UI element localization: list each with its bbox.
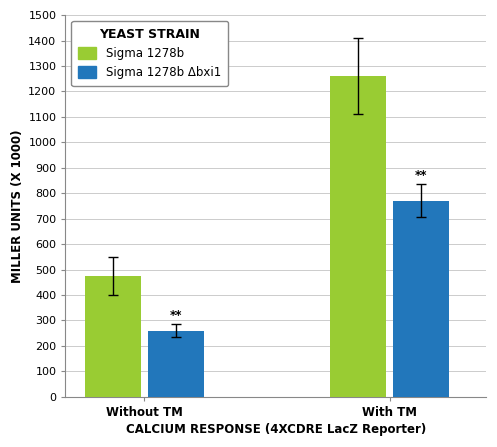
Text: **: ** bbox=[415, 169, 427, 182]
Legend: Sigma 1278b, Sigma 1278b Δbxi1: Sigma 1278b, Sigma 1278b Δbxi1 bbox=[72, 21, 228, 86]
X-axis label: CALCIUM RESPONSE (4XCDRE LacZ Reporter): CALCIUM RESPONSE (4XCDRE LacZ Reporter) bbox=[126, 423, 426, 436]
Bar bbox=[330, 76, 386, 396]
Bar bbox=[393, 201, 449, 396]
Text: **: ** bbox=[169, 309, 182, 322]
Y-axis label: MILLER UNITS (X 1000): MILLER UNITS (X 1000) bbox=[11, 129, 24, 283]
Bar bbox=[84, 276, 141, 396]
Bar bbox=[148, 330, 204, 396]
